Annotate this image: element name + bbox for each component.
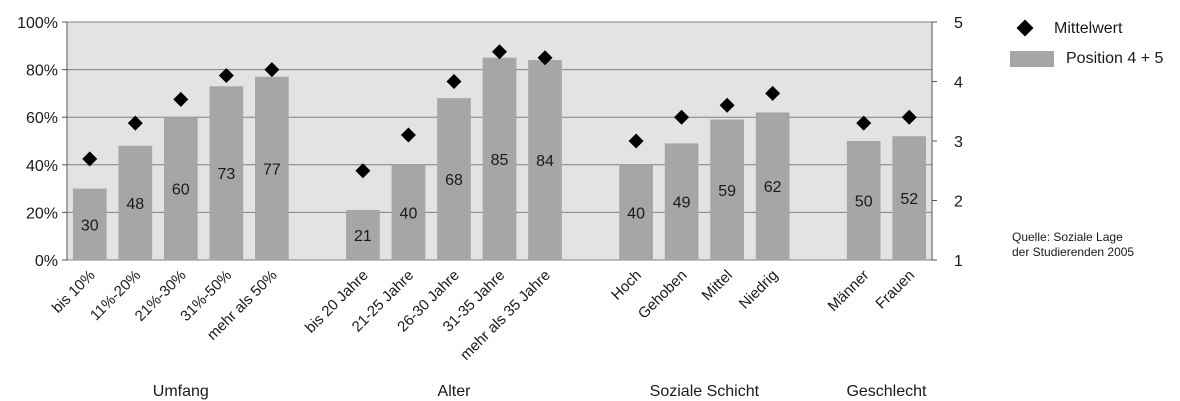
legend-label-mittelwert: Mittelwert xyxy=(1054,20,1123,37)
bar-value-label: 52 xyxy=(900,191,918,208)
group-label: Soziale Schicht xyxy=(650,383,760,400)
bar-value-label: 50 xyxy=(855,194,873,211)
bar xyxy=(482,57,517,261)
bar xyxy=(118,145,153,260)
group-label: Alter xyxy=(438,383,472,400)
mittelwert-marker xyxy=(173,91,189,107)
bar-swatch-icon xyxy=(1010,51,1054,67)
bar-value-label: 40 xyxy=(627,205,645,222)
bar xyxy=(619,164,653,260)
source-note: Quelle: Soziale Lage der Studierenden 20… xyxy=(1012,230,1134,260)
right-tick-label: 2 xyxy=(954,194,963,211)
bar-value-label: 59 xyxy=(718,183,736,200)
mittelwert-marker xyxy=(901,109,917,125)
bar xyxy=(72,188,107,260)
legend-label-position: Position 4 + 5 xyxy=(1066,50,1164,67)
right-tick-label: 3 xyxy=(954,134,963,151)
category-label: Gehoben xyxy=(635,267,691,323)
bar-value-label: 21 xyxy=(354,228,372,245)
category-label: Mittel xyxy=(699,267,736,304)
mittelwert-marker xyxy=(674,109,690,125)
category-label: Männer xyxy=(825,267,873,315)
bar xyxy=(528,60,562,260)
group-label: Geschlecht xyxy=(846,383,927,400)
left-tick-label: 0% xyxy=(35,253,58,270)
bar-value-label: 49 xyxy=(673,195,691,212)
mittelwert-marker xyxy=(264,62,280,78)
bar-value-label: 77 xyxy=(263,161,281,178)
bar xyxy=(209,86,244,260)
mittelwert-marker xyxy=(719,97,735,113)
left-tick-label: 60% xyxy=(26,110,58,127)
bar-value-label: 60 xyxy=(172,182,190,199)
bar xyxy=(437,98,471,260)
legend-item-position: Position 4 + 5 xyxy=(1010,44,1163,74)
mittelwert-marker xyxy=(492,44,507,60)
source-line-2: der Studierenden 2005 xyxy=(1012,245,1135,259)
mittelwert-marker xyxy=(218,68,234,84)
left-tick-label: 80% xyxy=(26,63,58,80)
bar-value-label: 84 xyxy=(536,153,554,170)
bar xyxy=(255,76,289,261)
category-label: Niedrig xyxy=(736,267,782,313)
right-tick-label: 4 xyxy=(954,75,963,92)
mittelwert-marker xyxy=(127,115,143,131)
diamond-marker-icon xyxy=(1010,19,1040,39)
mittelwert-marker xyxy=(446,74,462,89)
group-label: Umfang xyxy=(153,383,209,400)
mittelwert-marker xyxy=(628,133,644,149)
bar xyxy=(710,119,744,260)
bar xyxy=(664,143,699,260)
right-tick-label: 1 xyxy=(954,253,963,270)
bar-value-label: 68 xyxy=(445,172,463,189)
bar xyxy=(846,141,881,260)
bar xyxy=(391,164,426,260)
source-line-1: Quelle: Soziale Lage xyxy=(1012,230,1123,244)
left-tick-label: 40% xyxy=(26,158,58,175)
mittelwert-marker xyxy=(537,50,553,66)
bar xyxy=(755,112,790,260)
bar xyxy=(163,117,198,260)
bar xyxy=(346,210,380,260)
mittelwert-marker xyxy=(355,163,371,179)
bar-value-label: 40 xyxy=(400,205,418,222)
bar-value-label: 30 xyxy=(81,217,99,234)
bar-value-label: 73 xyxy=(217,166,235,183)
legend: Mittelwert Position 4 + 5 xyxy=(1010,14,1163,74)
left-tick-label: 100% xyxy=(17,15,58,32)
bar-value-label: 48 xyxy=(126,196,144,213)
category-label: Hoch xyxy=(608,267,645,304)
mittelwert-marker xyxy=(765,85,781,101)
bar-value-label: 85 xyxy=(491,152,509,169)
left-tick-label: 20% xyxy=(26,205,58,222)
category-label: Frauen xyxy=(872,267,918,313)
legend-item-mittelwert: Mittelwert xyxy=(1010,14,1163,44)
right-tick-label: 5 xyxy=(954,15,963,32)
mittelwert-marker xyxy=(82,151,98,167)
bar xyxy=(892,136,927,260)
mittelwert-marker xyxy=(400,127,416,143)
mittelwert-marker xyxy=(856,115,872,131)
bar-value-label: 62 xyxy=(764,179,782,196)
